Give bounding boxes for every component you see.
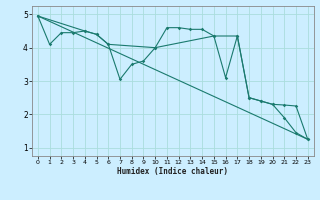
X-axis label: Humidex (Indice chaleur): Humidex (Indice chaleur): [117, 167, 228, 176]
